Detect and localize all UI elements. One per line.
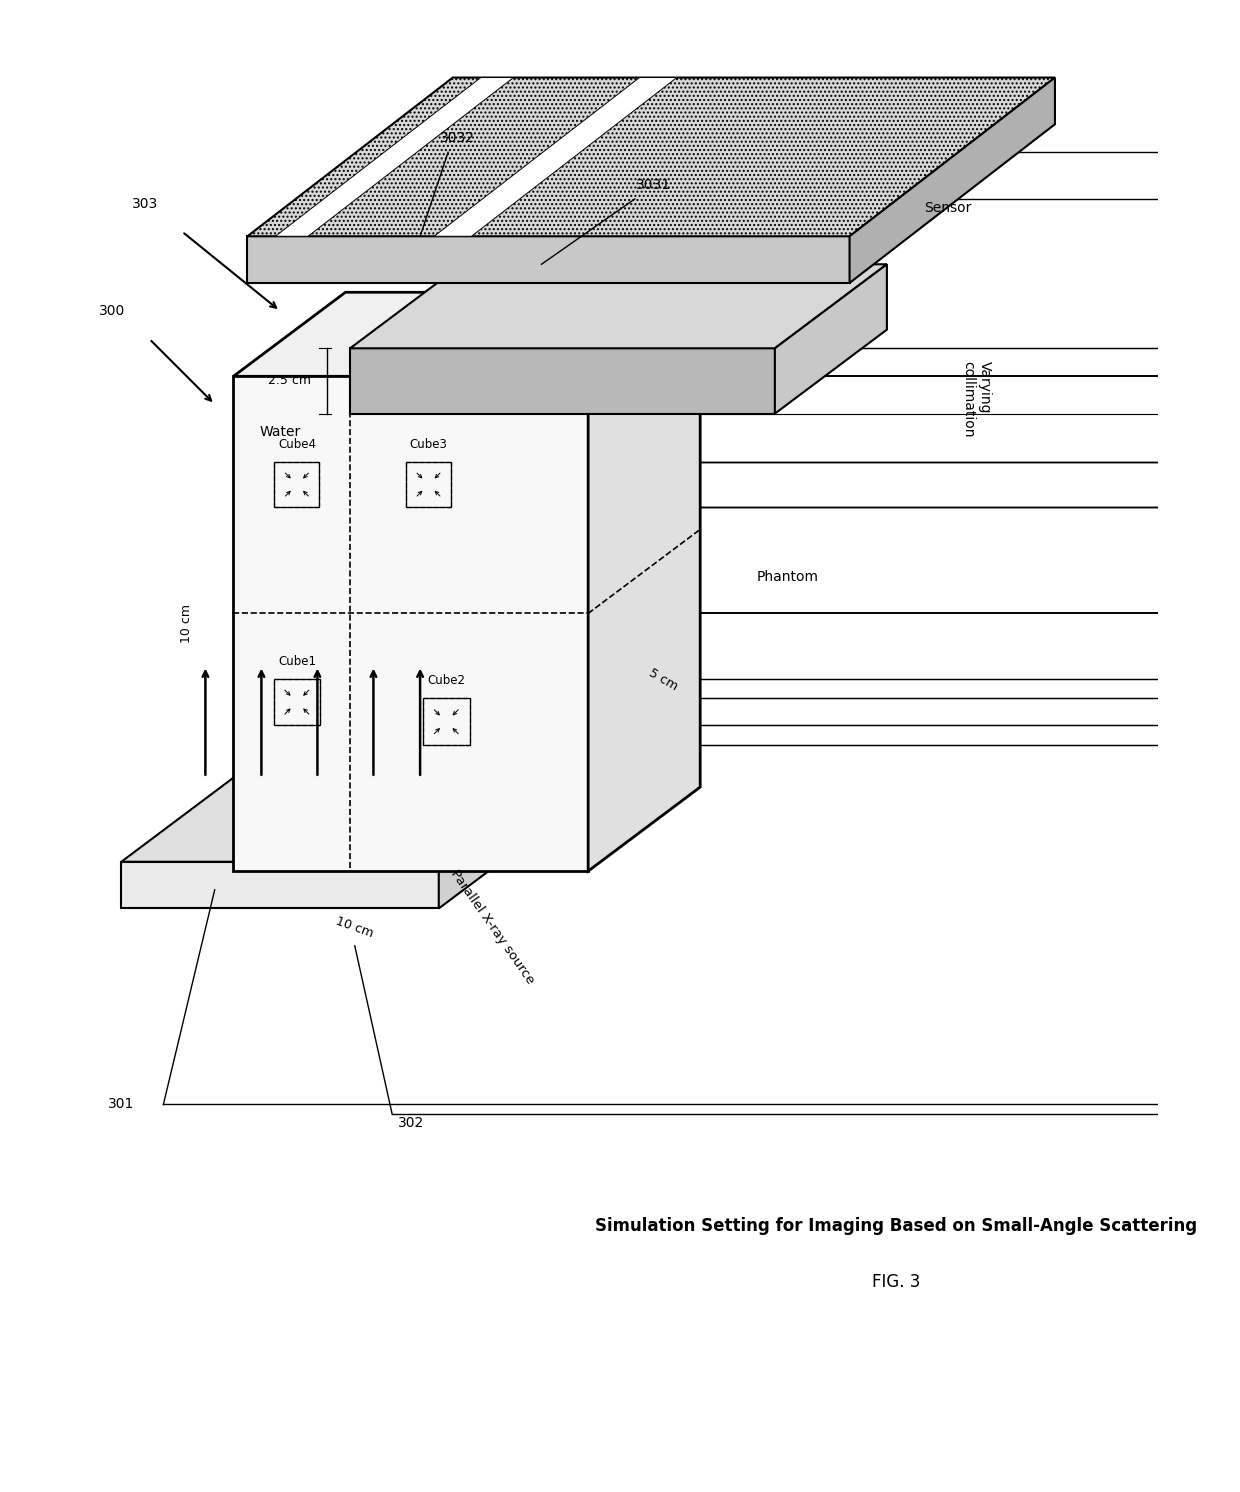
Polygon shape — [849, 78, 1055, 283]
Polygon shape — [248, 78, 1055, 236]
Polygon shape — [122, 777, 551, 862]
Text: FIG. 3: FIG. 3 — [872, 1273, 920, 1291]
Polygon shape — [122, 862, 439, 909]
Text: Cube2: Cube2 — [428, 674, 465, 688]
Text: 10 cm: 10 cm — [335, 915, 376, 940]
Polygon shape — [275, 78, 513, 236]
Text: 10 cm: 10 cm — [180, 604, 193, 643]
Text: 3032: 3032 — [440, 131, 475, 145]
Text: 301: 301 — [108, 1098, 135, 1112]
Polygon shape — [233, 292, 701, 376]
Text: 3031: 3031 — [636, 178, 671, 192]
Text: 2.5 cm: 2.5 cm — [268, 374, 311, 388]
Polygon shape — [350, 264, 887, 348]
Polygon shape — [588, 292, 701, 871]
Text: Parallel X-ray source: Parallel X-ray source — [448, 867, 537, 986]
Text: 302: 302 — [398, 1116, 424, 1129]
Text: Simulation Setting for Imaging Based on Small-Angle Scattering: Simulation Setting for Imaging Based on … — [595, 1217, 1198, 1235]
Polygon shape — [248, 236, 849, 283]
Text: Phantom: Phantom — [756, 570, 818, 583]
Text: 300: 300 — [99, 304, 125, 318]
Text: Sensor: Sensor — [924, 201, 972, 215]
Text: 303: 303 — [131, 197, 157, 210]
Polygon shape — [434, 78, 677, 236]
Polygon shape — [775, 264, 887, 413]
Text: Varying
collimation: Varying collimation — [961, 361, 992, 437]
Text: 5 cm: 5 cm — [646, 667, 680, 694]
Polygon shape — [439, 777, 551, 909]
Text: Cube4: Cube4 — [278, 439, 316, 451]
Text: Water: Water — [259, 425, 300, 439]
Polygon shape — [350, 348, 775, 413]
Polygon shape — [233, 376, 588, 871]
Text: Cube1: Cube1 — [278, 655, 316, 667]
Text: Cube3: Cube3 — [409, 439, 448, 451]
